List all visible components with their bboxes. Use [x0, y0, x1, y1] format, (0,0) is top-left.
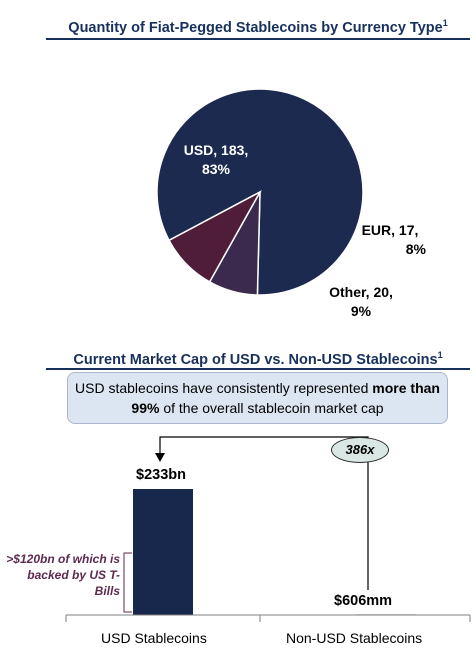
- comparison-arrowhead: [155, 453, 165, 462]
- market-cap-callout: USD stablecoins have consistently repres…: [67, 372, 448, 424]
- pie-label-other: Other, 20, 9%: [329, 284, 393, 319]
- pie-chart-title: Quantity of Fiat-Pegged Stablecoins by C…: [68, 18, 448, 36]
- pie-chart: [156, 88, 364, 296]
- annotation-bracket: [123, 552, 132, 613]
- pie-label-eur: EUR, 17, 8%: [361, 222, 426, 257]
- bar-usd: [133, 489, 193, 615]
- pie-slice-other: [168, 190, 262, 283]
- bar-chart: [65, 436, 471, 622]
- comparison-connector: [159, 436, 369, 590]
- category-label-usd: USD Stablecoins: [101, 630, 207, 646]
- bar-value-label-usd: $233bn: [136, 467, 186, 483]
- tbill-annotation: >$120bn of which is backed by US T-Bills: [6, 552, 120, 598]
- bar-chart-title: Current Market Cap of USD vs. Non-USD St…: [73, 350, 443, 368]
- bar-value-label-non-usd: $606mm: [334, 593, 393, 609]
- pie-label-usd: USD, 183, 83%: [183, 142, 249, 177]
- bar-title-rule: [46, 368, 470, 370]
- pie-title-rule: [46, 38, 470, 40]
- multiple-bubble: 386x: [331, 437, 389, 463]
- category-label-non-usd: Non-USD Stablecoins: [286, 630, 423, 646]
